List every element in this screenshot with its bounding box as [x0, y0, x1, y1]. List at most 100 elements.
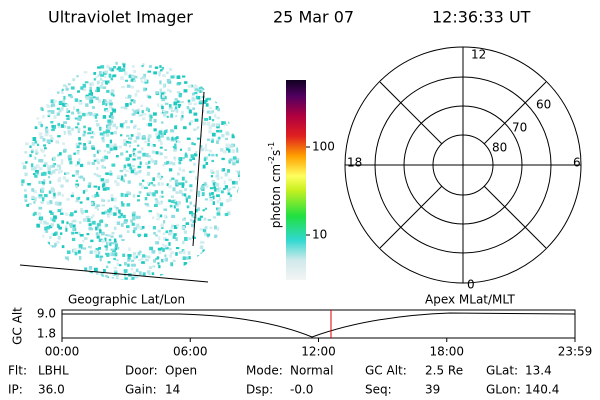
- speck: [237, 171, 240, 176]
- speck: [41, 181, 46, 184]
- speck: [116, 175, 121, 178]
- speck: [173, 74, 176, 79]
- speck: [212, 132, 216, 137]
- speck: [101, 211, 105, 215]
- info-value: 14: [165, 383, 180, 397]
- speck: [50, 244, 54, 249]
- speck: [98, 247, 101, 250]
- speck: [176, 136, 179, 140]
- speck: [119, 169, 124, 173]
- speck: [82, 133, 86, 137]
- mlt-label: 0: [467, 278, 475, 292]
- speck: [137, 235, 141, 238]
- speck: [93, 173, 97, 176]
- speck: [46, 128, 49, 132]
- speck: [102, 187, 107, 191]
- speck: [216, 129, 220, 133]
- speck: [175, 246, 180, 250]
- x-tick-label: 23:59: [558, 345, 593, 359]
- speck: [24, 172, 28, 177]
- speck: [153, 112, 157, 116]
- speck: [227, 188, 231, 192]
- speck: [109, 102, 113, 106]
- x-tick-label: 06:00: [173, 345, 208, 359]
- speck: [208, 153, 211, 157]
- speck: [215, 153, 218, 157]
- speck: [196, 95, 201, 100]
- speck: [83, 131, 86, 134]
- speck: [147, 108, 150, 113]
- speck: [159, 177, 162, 181]
- speck: [149, 65, 152, 68]
- speck: [194, 208, 198, 213]
- speck: [51, 164, 56, 168]
- speck: [182, 218, 186, 221]
- speck: [69, 225, 73, 228]
- speck: [105, 265, 109, 269]
- speck: [75, 172, 79, 176]
- speck: [102, 101, 105, 106]
- speck: [65, 179, 69, 183]
- speck: [62, 102, 65, 107]
- speck: [96, 123, 100, 127]
- speck: [97, 161, 100, 165]
- speck: [192, 157, 195, 160]
- speck: [50, 121, 54, 124]
- speck: [88, 182, 92, 186]
- speck: [229, 187, 232, 191]
- speck: [181, 176, 185, 181]
- speck: [136, 128, 141, 131]
- speck: [187, 195, 191, 199]
- speck: [124, 277, 128, 280]
- speck: [170, 129, 175, 133]
- speck: [89, 246, 92, 249]
- speck: [207, 218, 212, 222]
- speck: [112, 74, 117, 77]
- speck: [224, 172, 228, 177]
- speck: [53, 192, 56, 197]
- speck: [138, 258, 141, 262]
- speck: [204, 143, 208, 147]
- info-value: LBHL: [38, 364, 69, 378]
- speck: [58, 226, 62, 230]
- speck: [142, 63, 145, 66]
- speck: [80, 208, 83, 212]
- speck: [182, 250, 186, 255]
- speck: [103, 149, 107, 153]
- speck: [158, 236, 161, 241]
- speck: [238, 187, 240, 191]
- speck: [96, 204, 100, 207]
- exponent: -1: [267, 142, 276, 150]
- speck: [209, 149, 212, 153]
- speck: [115, 207, 119, 210]
- speck: [184, 180, 188, 184]
- speck: [102, 115, 107, 119]
- speck: [103, 131, 107, 134]
- speck: [181, 182, 185, 186]
- speck: [141, 110, 144, 114]
- speck: [127, 263, 130, 267]
- speck: [205, 184, 209, 188]
- speck: [210, 175, 214, 178]
- speck: [127, 137, 132, 140]
- speck: [95, 232, 99, 236]
- speck: [127, 256, 131, 261]
- speck: [126, 230, 130, 233]
- speck: [219, 202, 224, 207]
- speck: [88, 113, 92, 116]
- speck: [47, 170, 51, 175]
- speck: [229, 194, 233, 198]
- speck: [156, 213, 160, 218]
- speck: [172, 138, 177, 141]
- speck: [109, 212, 114, 216]
- speck: [74, 231, 78, 234]
- speck: [110, 68, 114, 72]
- speck: [178, 182, 183, 186]
- speck: [116, 221, 121, 225]
- speck: [169, 254, 173, 258]
- speck: [155, 91, 159, 95]
- speck: [191, 97, 196, 102]
- speck: [144, 78, 147, 82]
- speck: [63, 131, 66, 135]
